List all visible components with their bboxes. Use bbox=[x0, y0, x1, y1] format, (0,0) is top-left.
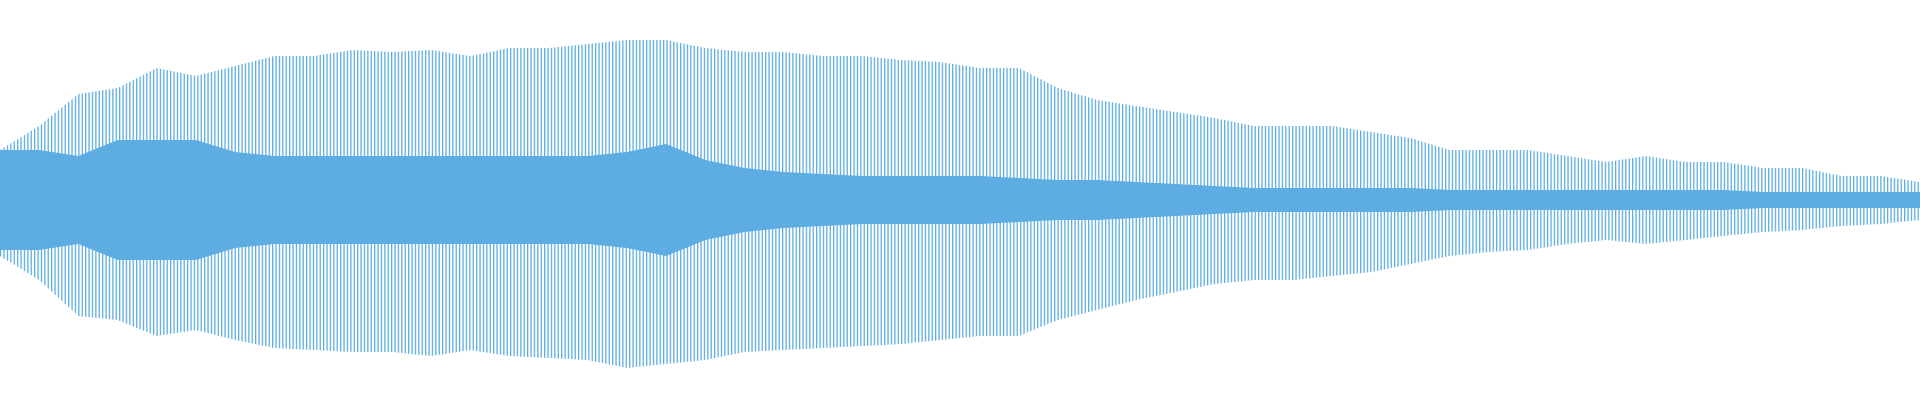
core-upper bbox=[0, 140, 1920, 200]
core-lower bbox=[0, 200, 1920, 260]
